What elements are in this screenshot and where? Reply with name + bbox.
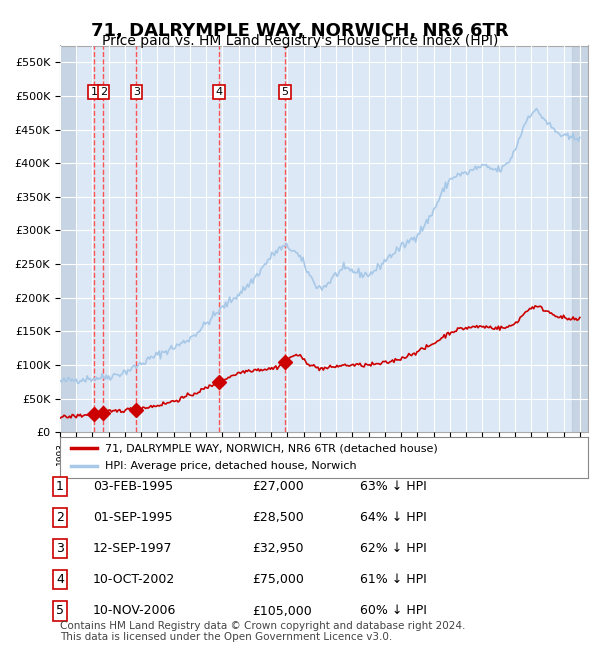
Text: 5: 5 bbox=[281, 87, 289, 97]
Text: 71, DALRYMPLE WAY, NORWICH, NR6 6TR (detached house): 71, DALRYMPLE WAY, NORWICH, NR6 6TR (det… bbox=[105, 443, 437, 453]
Text: 03-FEB-1995: 03-FEB-1995 bbox=[93, 480, 173, 493]
Text: 10-NOV-2006: 10-NOV-2006 bbox=[93, 604, 176, 617]
Text: 4: 4 bbox=[56, 573, 64, 586]
Text: 3: 3 bbox=[56, 542, 64, 555]
Text: 5: 5 bbox=[56, 604, 64, 617]
Text: 4: 4 bbox=[215, 87, 223, 97]
Text: 1: 1 bbox=[56, 480, 64, 493]
Text: 61% ↓ HPI: 61% ↓ HPI bbox=[360, 573, 427, 586]
Text: 60% ↓ HPI: 60% ↓ HPI bbox=[360, 604, 427, 617]
Text: Contains HM Land Registry data © Crown copyright and database right 2024.
This d: Contains HM Land Registry data © Crown c… bbox=[60, 621, 466, 642]
Text: 2: 2 bbox=[100, 87, 107, 97]
Text: 63% ↓ HPI: 63% ↓ HPI bbox=[360, 480, 427, 493]
Text: £32,950: £32,950 bbox=[252, 542, 304, 555]
Text: £105,000: £105,000 bbox=[252, 604, 312, 617]
Text: £27,000: £27,000 bbox=[252, 480, 304, 493]
Text: 64% ↓ HPI: 64% ↓ HPI bbox=[360, 511, 427, 524]
Text: £75,000: £75,000 bbox=[252, 573, 304, 586]
Text: 10-OCT-2002: 10-OCT-2002 bbox=[93, 573, 175, 586]
Text: 1: 1 bbox=[91, 87, 97, 97]
Text: 71, DALRYMPLE WAY, NORWICH, NR6 6TR: 71, DALRYMPLE WAY, NORWICH, NR6 6TR bbox=[91, 22, 509, 40]
Text: 3: 3 bbox=[133, 87, 140, 97]
Text: 62% ↓ HPI: 62% ↓ HPI bbox=[360, 542, 427, 555]
Text: HPI: Average price, detached house, Norwich: HPI: Average price, detached house, Norw… bbox=[105, 462, 356, 471]
Text: 2: 2 bbox=[56, 511, 64, 524]
Text: £28,500: £28,500 bbox=[252, 511, 304, 524]
Text: Price paid vs. HM Land Registry's House Price Index (HPI): Price paid vs. HM Land Registry's House … bbox=[102, 34, 498, 49]
Text: 12-SEP-1997: 12-SEP-1997 bbox=[93, 542, 173, 555]
Text: 01-SEP-1995: 01-SEP-1995 bbox=[93, 511, 173, 524]
